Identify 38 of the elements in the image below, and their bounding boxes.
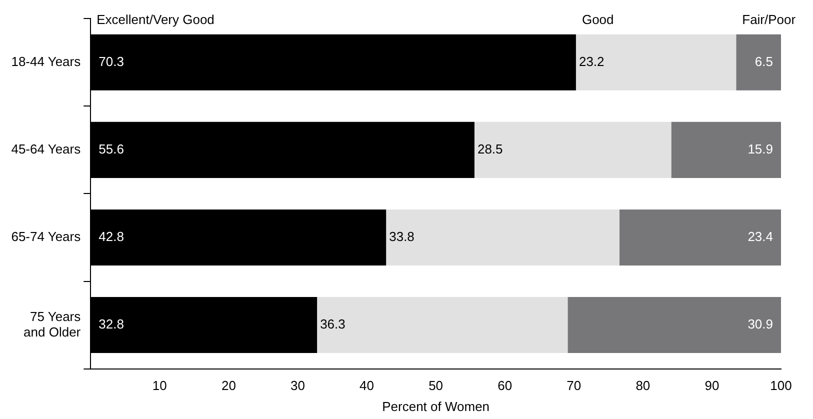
data-label: 28.5	[477, 142, 503, 157]
series-label: Excellent/Very Good	[96, 12, 214, 27]
x-tick-label: 20	[221, 378, 236, 394]
series-label: Fair/Poor	[742, 12, 796, 27]
data-label: 6.5	[754, 54, 773, 69]
x-tick-label: 100	[770, 378, 792, 394]
x-tick-label: 90	[704, 378, 720, 394]
data-label: 32.8	[98, 316, 124, 332]
x-tick-label: 40	[360, 378, 374, 394]
bar	[474, 122, 672, 178]
y-tick-label: 18-44 Years	[11, 54, 82, 69]
y-tick-label: 45-64 Years	[11, 142, 82, 157]
x-tick-label: 10	[152, 378, 167, 394]
x-tick-label: 80	[636, 378, 650, 394]
data-label: 23.2	[578, 54, 604, 69]
x-tick-label: 50	[428, 378, 444, 394]
x-tick-label: 60	[498, 378, 512, 394]
data-label: 30.9	[748, 316, 773, 332]
y-tick-label: 75 Years and Older	[24, 308, 82, 340]
data-label: 42.8	[98, 229, 124, 244]
bar	[386, 209, 620, 266]
data-label: 23.4	[748, 229, 773, 244]
y-tick-label: 65-74 Years	[11, 229, 82, 244]
series-label: Good	[582, 12, 614, 27]
x-tick-label: 30	[290, 378, 305, 394]
bar	[619, 209, 781, 266]
bar	[736, 34, 781, 90]
data-label: 33.8	[389, 229, 414, 244]
data-label: 15.9	[748, 142, 773, 157]
bar	[671, 122, 781, 178]
data-label: 36.3	[320, 316, 346, 332]
x-axis-title: Percent of Women	[382, 398, 490, 414]
x-tick-label: 70	[566, 378, 582, 394]
bar	[317, 297, 568, 354]
data-label: 70.3	[98, 54, 124, 69]
bar	[568, 297, 781, 354]
data-label: 55.6	[98, 142, 124, 157]
bar	[576, 34, 736, 90]
